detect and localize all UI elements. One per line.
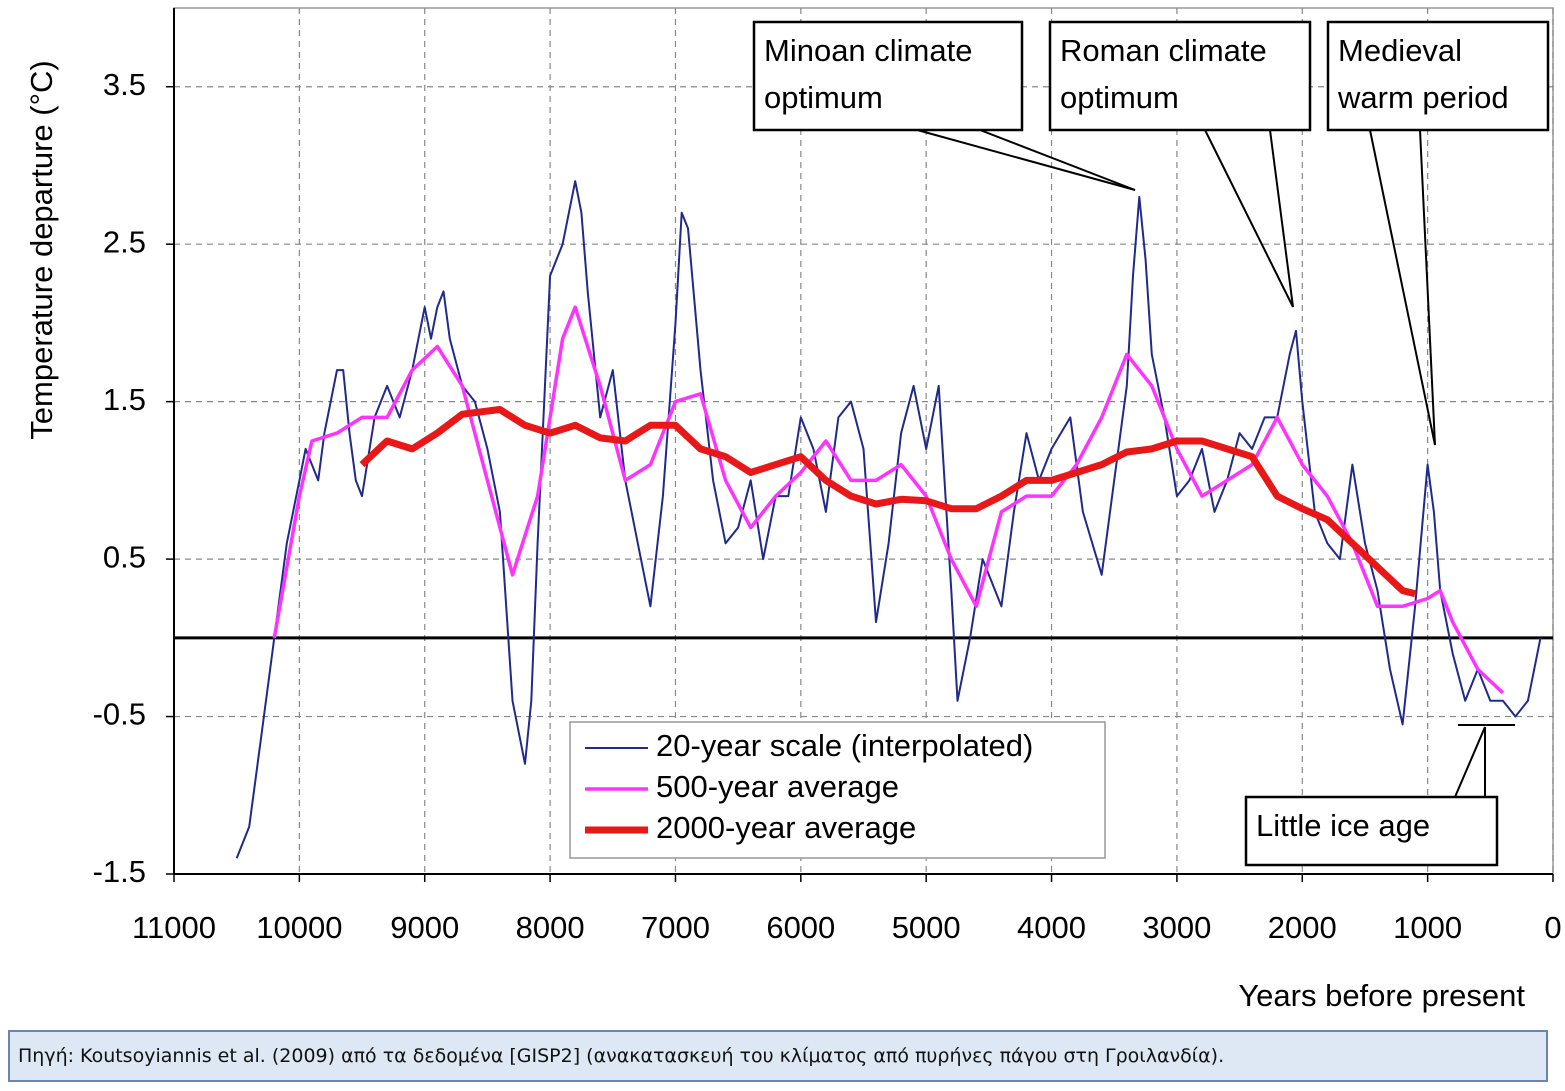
annotation-box xyxy=(1048,20,1312,132)
annotation-text: Little ice age xyxy=(1256,808,1430,843)
callout-line xyxy=(1419,129,1436,446)
callout-line xyxy=(1454,726,1486,798)
y-tick-label: 0.5 xyxy=(103,539,146,574)
annotation-box xyxy=(1244,795,1499,867)
x-tick-label: 8000 xyxy=(516,910,585,945)
y-tick-label: 2.5 xyxy=(103,224,146,259)
x-tick-label: 0 xyxy=(1544,910,1561,945)
annotation-box xyxy=(1326,20,1550,132)
y-tick-label: 3.5 xyxy=(103,67,146,102)
y-tick-label: 1.5 xyxy=(103,382,146,417)
annotation-text: optimum xyxy=(1060,80,1179,115)
x-tick-label: 11000 xyxy=(132,910,216,945)
x-tick-label: 4000 xyxy=(1017,910,1086,945)
legend-label: 2000-year average xyxy=(656,810,916,845)
x-tick-label: 9000 xyxy=(390,910,459,945)
y-tick-label: -1.5 xyxy=(93,854,146,889)
annotation-text: Roman climate xyxy=(1060,33,1267,68)
x-tick-label: 7000 xyxy=(641,910,710,945)
x-tick-label: 2000 xyxy=(1268,910,1337,945)
x-tick-label: 3000 xyxy=(1142,910,1211,945)
x-tick-label: 10000 xyxy=(256,910,342,945)
x-tick-label: 1000 xyxy=(1393,910,1462,945)
callout-line xyxy=(1269,129,1294,308)
legend-label: 20-year scale (interpolated) xyxy=(656,728,1033,763)
x-axis-label: Years before present xyxy=(1238,978,1525,1013)
callout-line xyxy=(909,127,1136,191)
annotation-text: Medieval xyxy=(1338,33,1462,68)
annotation-text: optimum xyxy=(764,80,883,115)
annotation-text: warm period xyxy=(1337,80,1509,115)
y-axis-label: Temperature departure (°C) xyxy=(24,60,59,439)
series-line xyxy=(272,305,1505,695)
annotation-box xyxy=(752,20,1024,132)
callout-line xyxy=(979,129,1136,191)
callout-line xyxy=(1204,129,1294,308)
legend-label: 500-year average xyxy=(656,769,899,804)
annotation-text: Minoan climate xyxy=(764,33,972,68)
source-caption: Πηγή: Koutsoyiannis et al. (2009) από τα… xyxy=(8,1030,1548,1082)
callout-line xyxy=(1369,129,1436,446)
y-tick-label: -0.5 xyxy=(93,697,146,732)
x-tick-label: 6000 xyxy=(766,910,835,945)
series-line xyxy=(359,406,1416,598)
legend-box xyxy=(569,721,1106,859)
x-tick-label: 5000 xyxy=(892,910,961,945)
